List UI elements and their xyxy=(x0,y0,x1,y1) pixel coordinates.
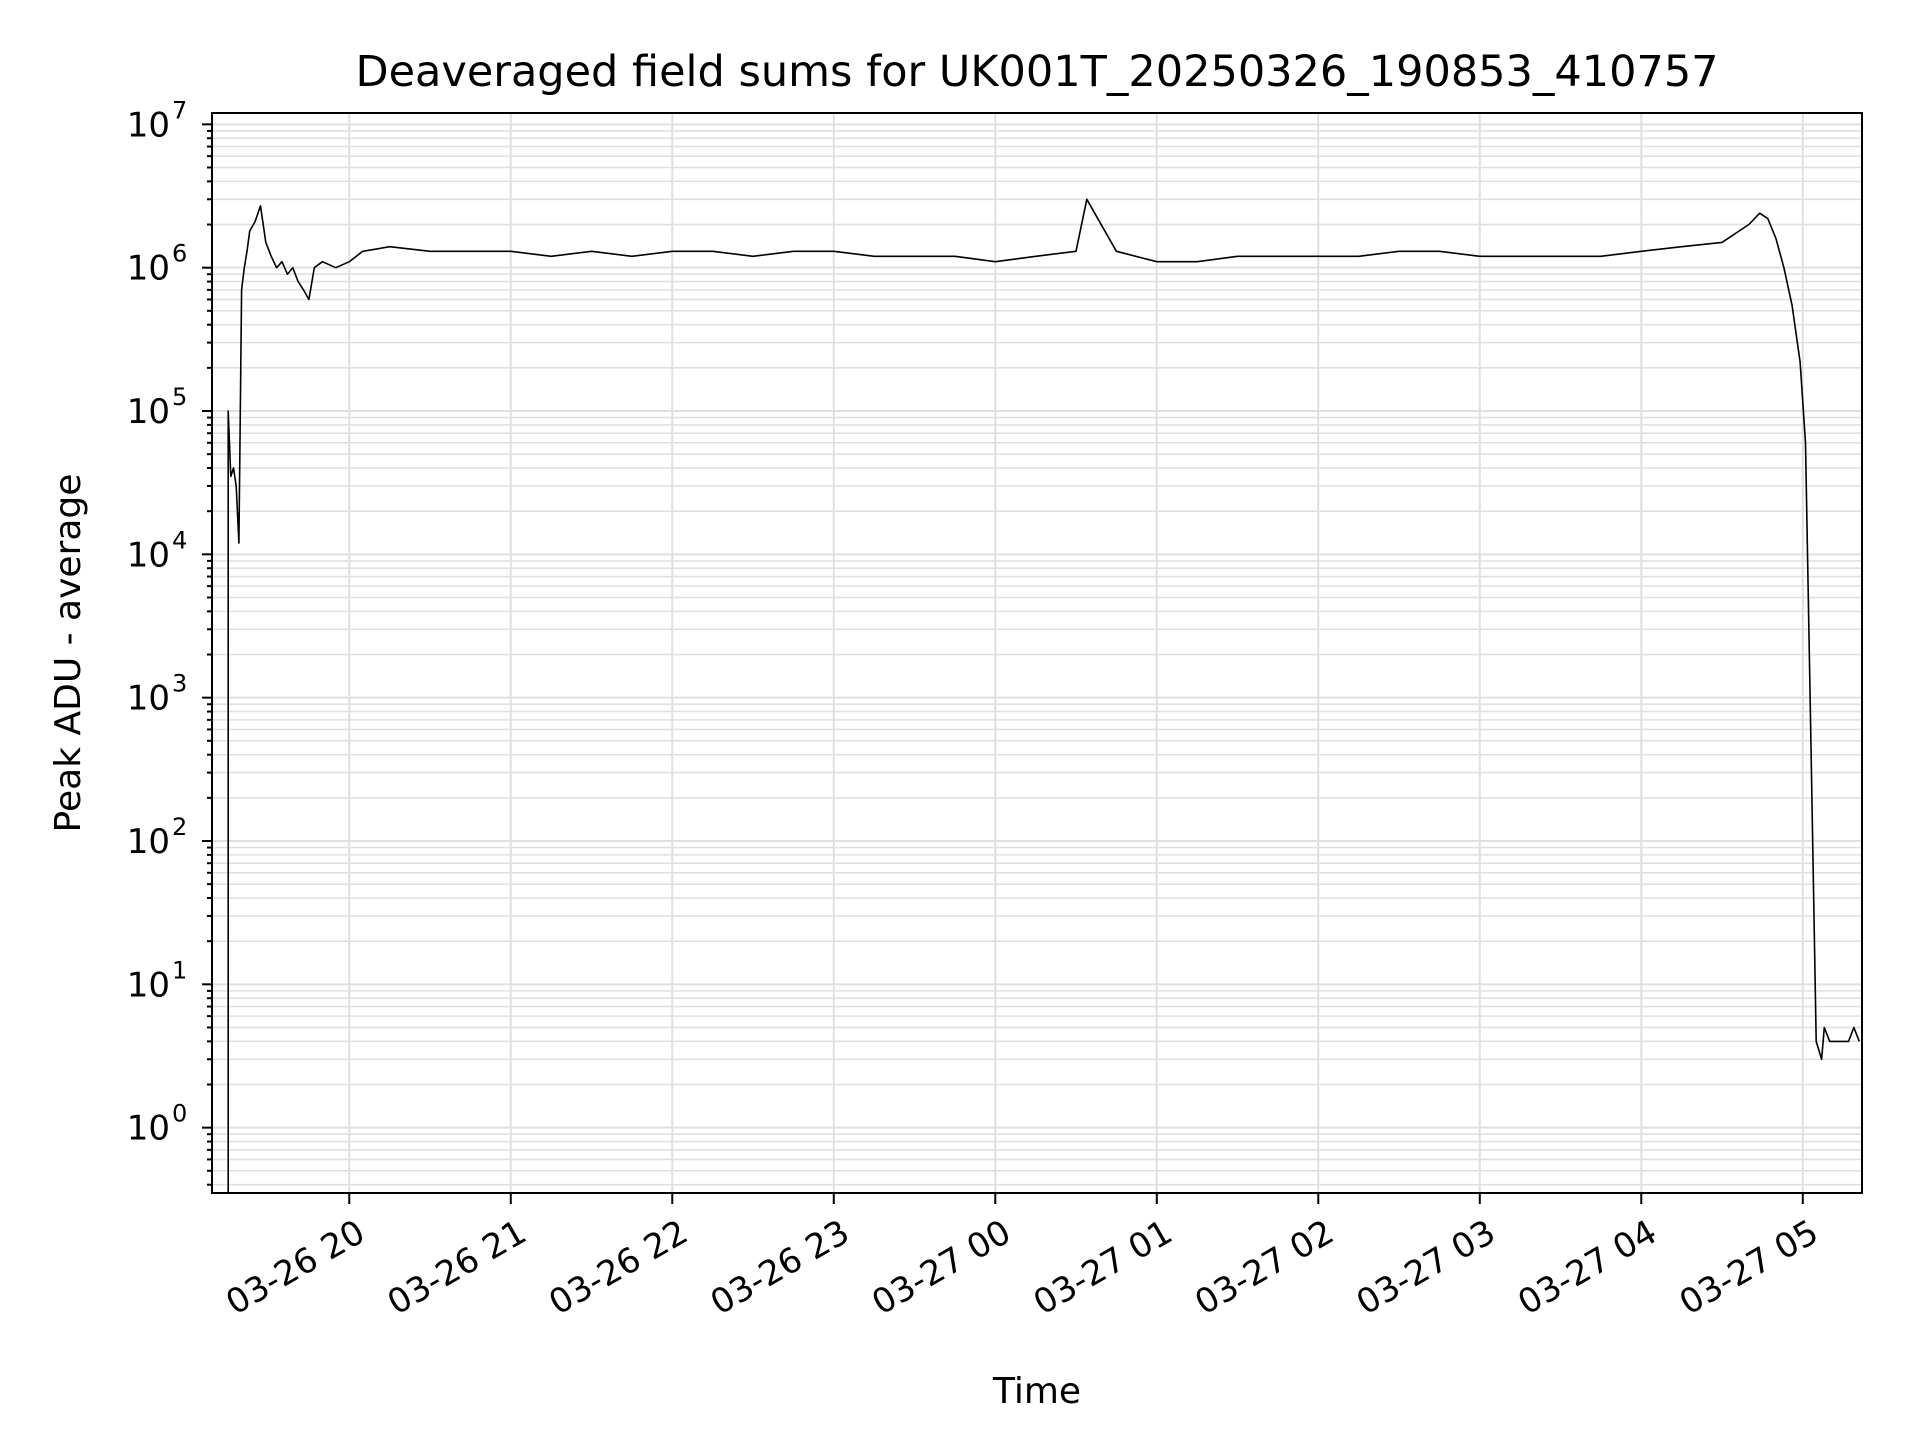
y-tick-label: 10 6 xyxy=(127,240,188,289)
y-tick-base: 10 xyxy=(127,535,170,575)
y-tick-label: 10 5 xyxy=(127,383,188,432)
y-tick-exponent: 7 xyxy=(172,96,187,124)
y-tick-base: 10 xyxy=(127,249,170,289)
y-tick-exponent: 3 xyxy=(172,670,187,698)
chart-title: Deaveraged field sums for UK001T_2025032… xyxy=(355,47,1718,97)
y-tick-exponent: 2 xyxy=(172,813,187,841)
y-tick-label: 10 2 xyxy=(127,813,188,862)
y-tick-label: 10 1 xyxy=(127,956,188,1005)
y-tick-exponent: 1 xyxy=(172,956,187,984)
plot-frame xyxy=(211,112,1863,1194)
y-tick-label: 10 3 xyxy=(127,670,188,719)
y-tick-label: 10 0 xyxy=(127,1100,188,1149)
y-tick-base: 10 xyxy=(127,679,170,719)
x-axis-title: Time xyxy=(992,1371,1081,1412)
y-tick-label: 10 4 xyxy=(127,526,188,575)
y-tick-exponent: 4 xyxy=(172,526,187,554)
y-tick-base: 10 xyxy=(127,822,170,862)
grid-lines xyxy=(212,113,1862,1193)
y-axis-title: Peak ADU - average xyxy=(48,474,89,833)
y-tick-base: 10 xyxy=(127,392,170,432)
data-line xyxy=(227,198,1861,1193)
series-line-0 xyxy=(227,198,1861,1193)
y-tick-base: 10 xyxy=(127,1109,170,1149)
y-tick-exponent: 0 xyxy=(172,1100,187,1128)
y-tick-base: 10 xyxy=(127,105,170,145)
y-tick-exponent: 6 xyxy=(172,240,187,268)
y-tick-exponent: 5 xyxy=(172,383,187,411)
y-tick-base: 10 xyxy=(127,965,170,1005)
y-tick-label: 10 7 xyxy=(127,96,188,145)
